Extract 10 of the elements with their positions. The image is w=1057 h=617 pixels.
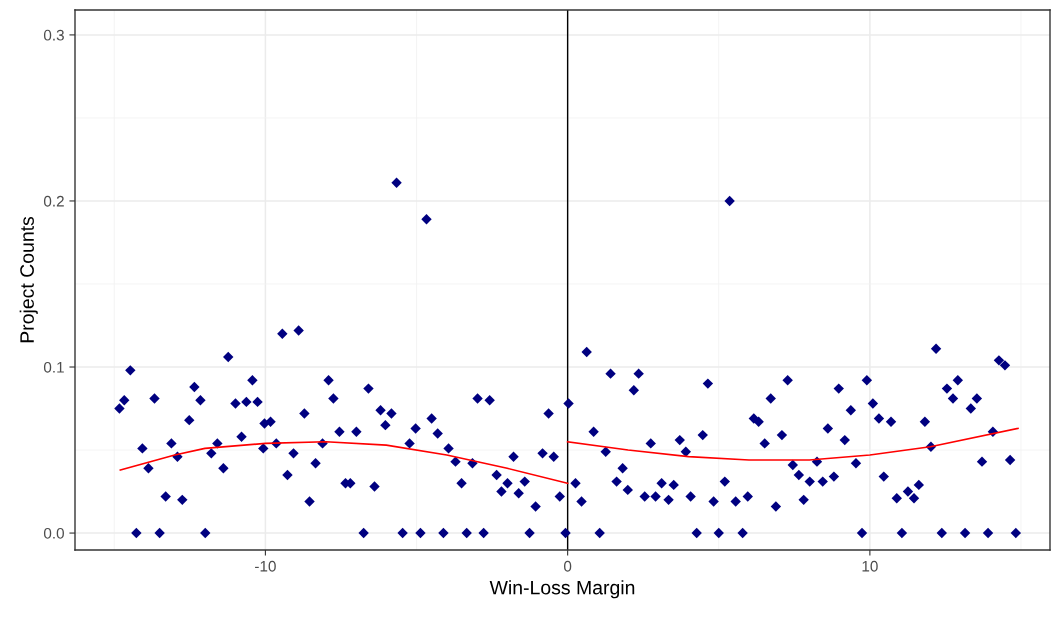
line-series: [119, 440, 569, 485]
y-tick-label: 0.0: [43, 527, 64, 539]
x-tick-label: 0: [563, 560, 572, 572]
y-tick-label: 0.2: [43, 195, 64, 207]
y-axis-title: Project Counts: [19, 216, 38, 343]
y-tick-label: 0.3: [43, 29, 64, 41]
x-axis-title: Win-Loss Margin: [489, 580, 635, 599]
x-tick-label: 10: [862, 560, 878, 572]
x-tick-label: -10: [255, 560, 276, 572]
y-tick-label: 0.1: [43, 361, 64, 373]
